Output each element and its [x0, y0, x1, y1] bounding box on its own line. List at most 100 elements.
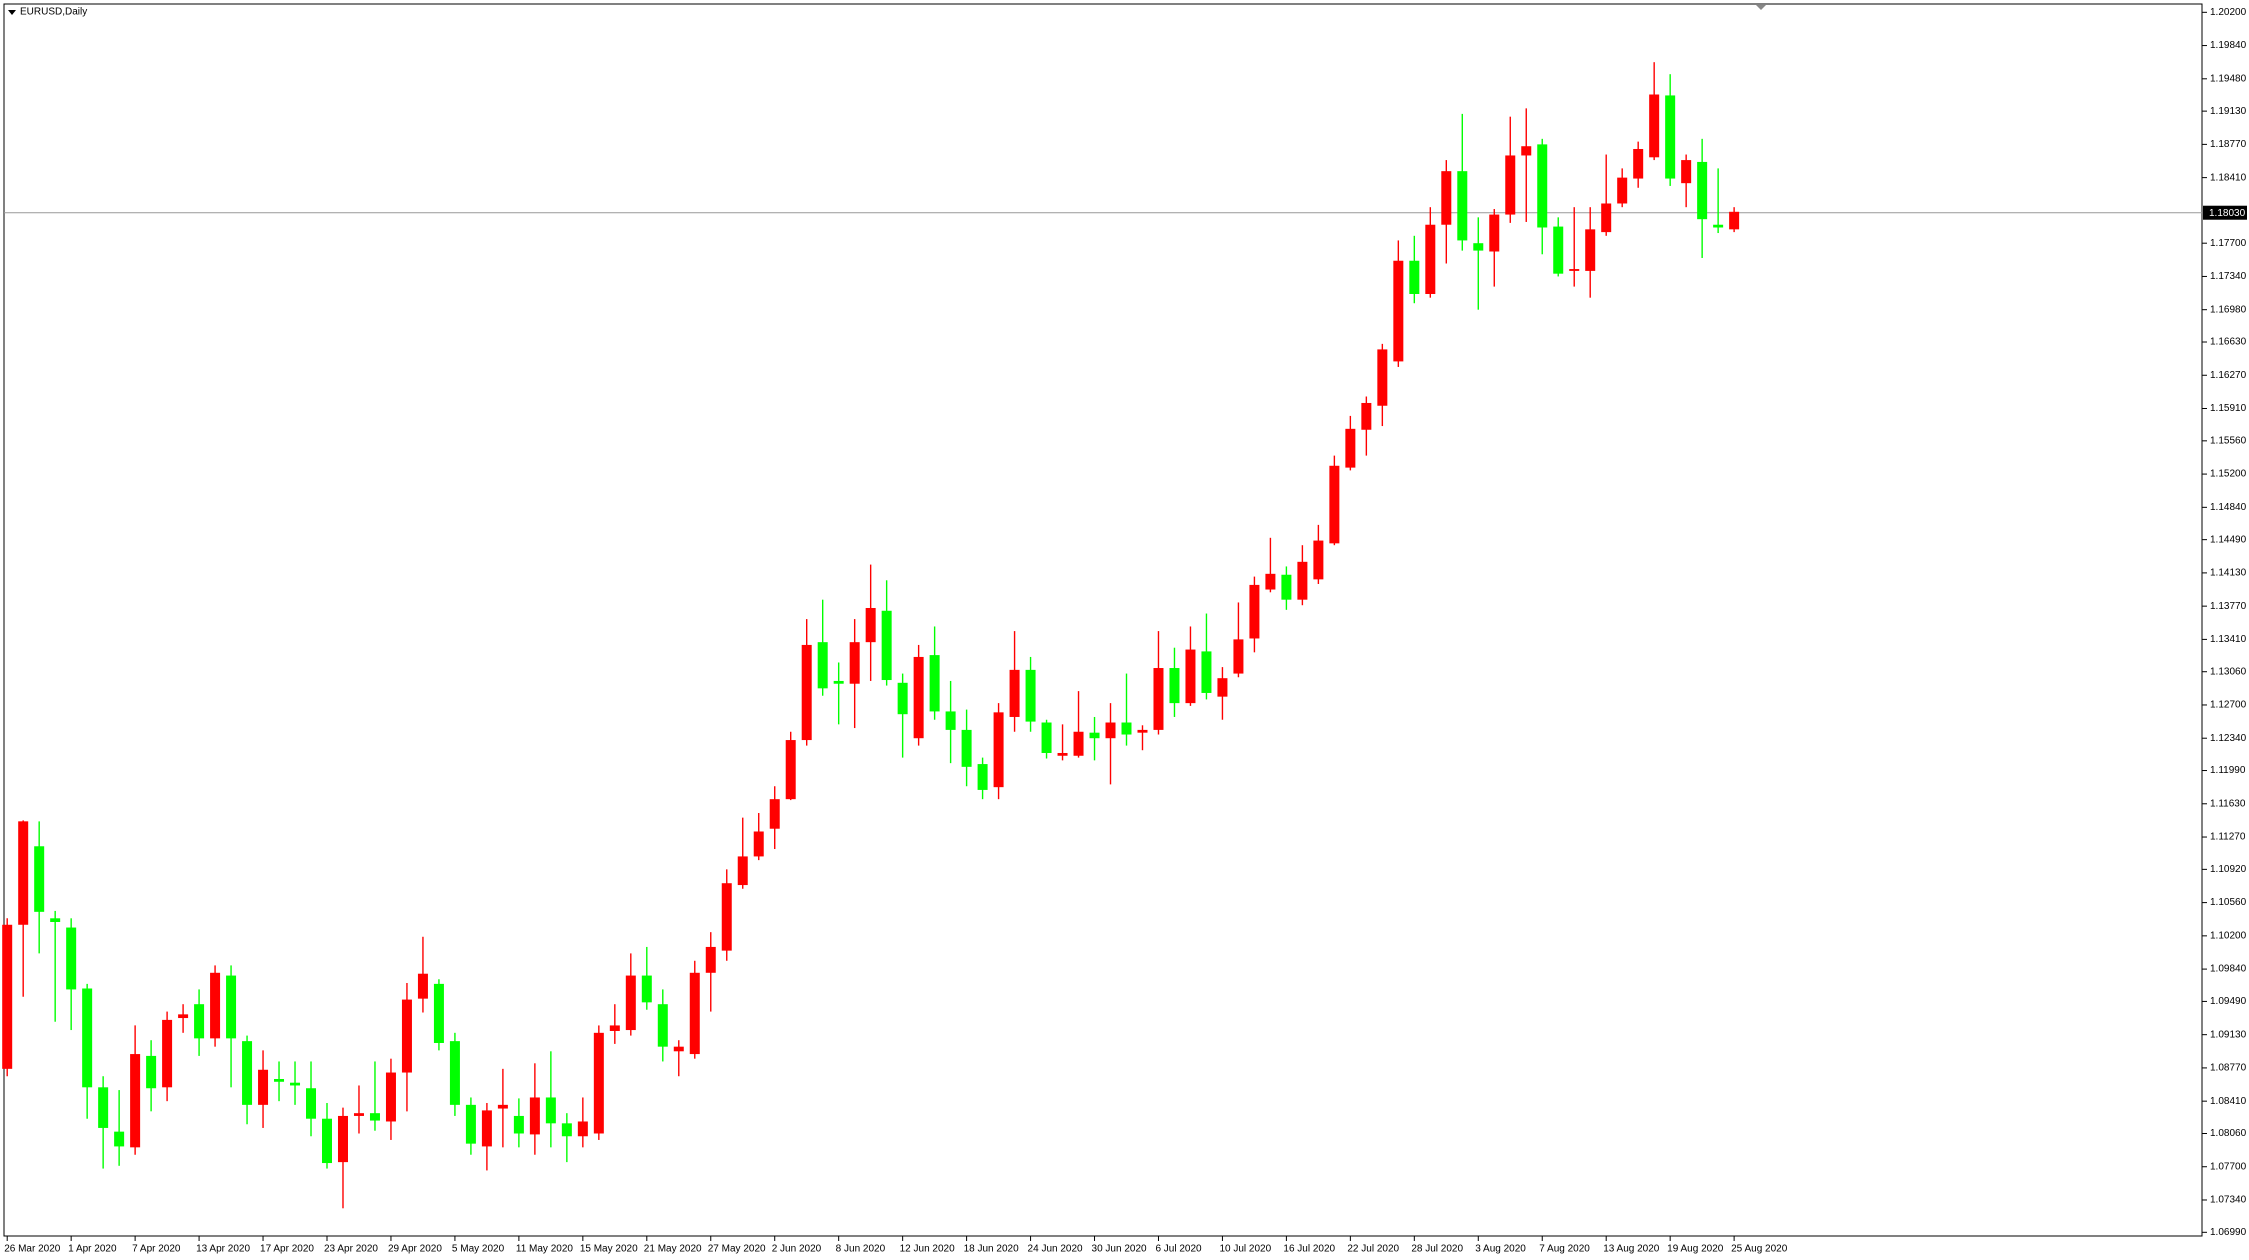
candle-body	[274, 1078, 285, 1082]
candle-body	[497, 1104, 508, 1109]
y-tick-label: 1.08770	[2210, 1063, 2247, 1074]
candle-body	[1313, 540, 1324, 580]
candle-body	[833, 680, 844, 684]
candle-body	[929, 655, 940, 712]
y-tick-label: 1.09130	[2210, 1029, 2247, 1040]
x-tick-label: 21 May 2020	[644, 1244, 702, 1255]
candle-body	[961, 729, 972, 767]
candle-body	[1121, 722, 1132, 735]
y-tick-label: 1.12700	[2210, 700, 2247, 711]
x-tick-label: 24 Jun 2020	[1028, 1244, 1083, 1255]
y-tick-label: 1.17700	[2210, 238, 2247, 249]
y-tick-label: 1.09490	[2210, 996, 2247, 1007]
candle-body	[577, 1121, 588, 1137]
candle-body	[1089, 732, 1100, 739]
y-tick-label: 1.19840	[2210, 40, 2247, 51]
candle-body	[1249, 584, 1260, 639]
y-tick-label: 1.11270	[2210, 832, 2246, 843]
candle-body	[417, 973, 428, 999]
y-tick-label: 1.19130	[2210, 106, 2247, 117]
candle-body	[1729, 211, 1740, 230]
x-tick-label: 2 Jun 2020	[772, 1244, 822, 1255]
y-tick-label: 1.13060	[2210, 666, 2247, 677]
candle-body	[1377, 349, 1388, 406]
candle-body	[1601, 203, 1612, 233]
y-tick-label: 1.09840	[2210, 964, 2247, 975]
y-tick-label: 1.16270	[2210, 370, 2247, 381]
candle-body	[865, 607, 876, 643]
x-tick-label: 13 Apr 2020	[196, 1244, 250, 1255]
candle-body	[785, 740, 796, 800]
candle-body	[1697, 161, 1708, 220]
menu-arrow[interactable]	[8, 10, 16, 15]
candle-body	[1281, 574, 1292, 600]
candle-body	[1457, 171, 1468, 241]
candle-body	[1137, 729, 1148, 733]
candle-body	[641, 975, 652, 1003]
candle-body	[737, 856, 748, 886]
candle-body	[881, 610, 892, 681]
candle-body	[1633, 148, 1644, 179]
y-tick-label: 1.11990	[2210, 765, 2246, 776]
candle-body	[801, 644, 812, 741]
x-tick-label: 12 Jun 2020	[900, 1244, 955, 1255]
x-tick-label: 1 Apr 2020	[68, 1244, 117, 1255]
candle-body	[1025, 669, 1036, 722]
x-tick-label: 8 Jun 2020	[836, 1244, 886, 1255]
candle-body	[306, 1088, 317, 1119]
candle-body	[625, 975, 636, 1031]
y-tick-label: 1.08060	[2210, 1128, 2247, 1139]
candle-body	[1665, 95, 1676, 179]
candle-body	[609, 1025, 620, 1031]
candle-body	[753, 831, 764, 857]
candle-body	[449, 1041, 460, 1105]
candle-body	[1361, 402, 1372, 430]
x-tick-label: 6 Jul 2020	[1155, 1244, 1202, 1255]
candle-body	[1649, 94, 1660, 158]
x-tick-label: 11 May 2020	[516, 1244, 574, 1255]
candle-body	[34, 846, 45, 912]
candle-body	[369, 1113, 380, 1121]
candle-body	[1409, 260, 1420, 294]
candle-body	[66, 927, 77, 990]
x-tick-label: 17 Apr 2020	[260, 1244, 314, 1255]
candle-body	[114, 1131, 125, 1147]
y-tick-label: 1.17340	[2210, 271, 2247, 282]
x-tick-label: 28 Jul 2020	[1411, 1244, 1463, 1255]
candle-body	[465, 1104, 476, 1144]
candle-body	[1681, 160, 1692, 184]
candle-body	[769, 799, 780, 829]
candle-body	[1073, 731, 1084, 756]
candle-body	[1441, 171, 1452, 225]
candle-body	[1105, 722, 1116, 739]
candle-body	[194, 1004, 205, 1039]
candle-body	[210, 972, 221, 1039]
candle-body	[1201, 651, 1212, 693]
x-tick-label: 27 May 2020	[708, 1244, 766, 1255]
y-tick-label: 1.10560	[2210, 897, 2247, 908]
candle-body	[353, 1113, 364, 1116]
x-tick-label: 13 Aug 2020	[1603, 1244, 1660, 1255]
candle-body	[18, 821, 29, 925]
candle-body	[337, 1115, 348, 1163]
candle-body	[1297, 561, 1308, 600]
candle-body	[1617, 177, 1628, 204]
candle-body	[913, 656, 924, 739]
y-tick-label: 1.07340	[2210, 1195, 2247, 1206]
candle-body	[1489, 214, 1500, 252]
candle-body	[2, 924, 13, 1069]
y-tick-label: 1.11630	[2210, 798, 2246, 809]
x-tick-label: 18 Jun 2020	[964, 1244, 1019, 1255]
candle-body	[98, 1087, 109, 1128]
y-tick-label: 1.12340	[2210, 733, 2247, 744]
candle-body	[1169, 668, 1180, 704]
candle-body	[1329, 465, 1340, 544]
candle-body	[401, 999, 412, 1073]
x-tick-label: 23 Apr 2020	[324, 1244, 378, 1255]
x-tick-label: 3 Aug 2020	[1475, 1244, 1526, 1255]
candle-body	[721, 883, 732, 951]
candle-body	[1217, 678, 1228, 697]
candle-body	[82, 988, 93, 1088]
x-tick-label: 5 May 2020	[452, 1244, 505, 1255]
